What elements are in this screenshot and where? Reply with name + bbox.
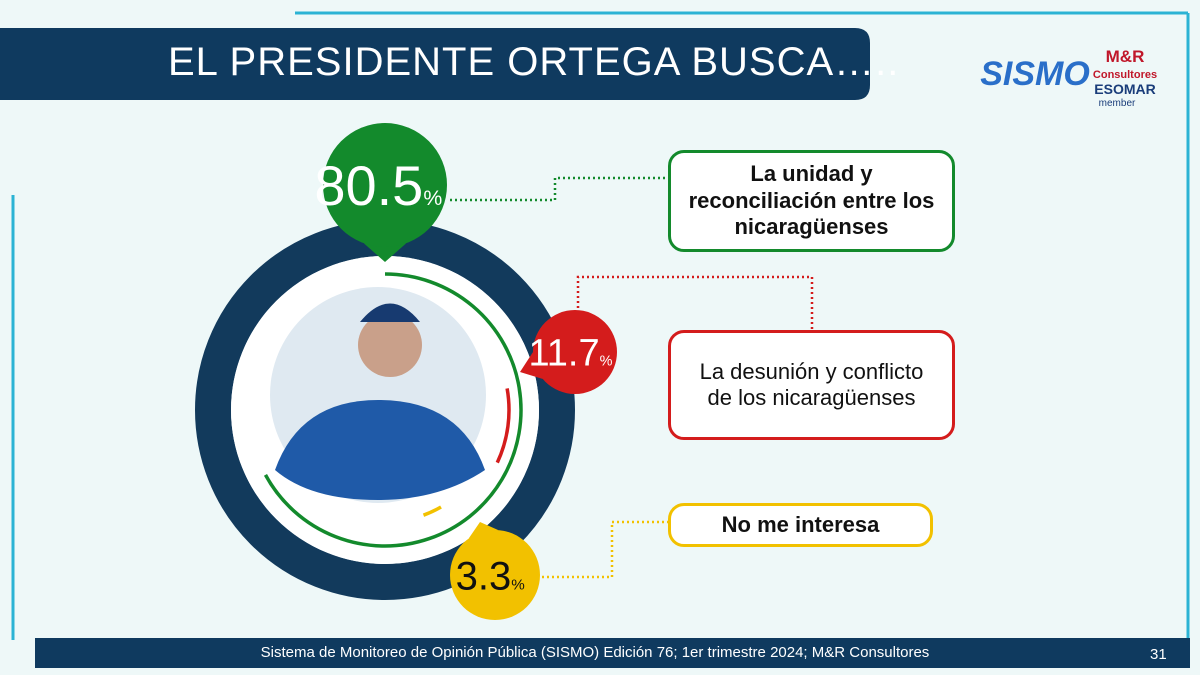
value-unit: %	[423, 186, 442, 210]
value-arc	[263, 272, 523, 548]
connector	[450, 176, 668, 202]
value-label: 80.5%	[314, 154, 442, 217]
footer-bar	[35, 638, 1190, 668]
footer: Sistema de Monitoreo de Opinión Pública …	[260, 644, 930, 661]
photo-jacket	[275, 400, 485, 500]
value-unit: %	[511, 576, 525, 593]
logo-mr-sub: Consultores	[1093, 69, 1157, 81]
category-box: La unidad y reconciliación entre los nic…	[668, 150, 955, 252]
logo-member: member	[1099, 98, 1136, 109]
value-number: 3.3	[456, 554, 512, 598]
category-box: No me interesa	[668, 503, 933, 547]
bubble-pointer	[363, 243, 407, 262]
value-number: 11.7	[528, 333, 599, 375]
value-label: 3.3%	[456, 554, 525, 598]
value-arc	[422, 505, 442, 517]
logo-sismo: SISMO	[980, 55, 1090, 93]
bubble	[450, 530, 540, 620]
value-label: 11.7%	[528, 333, 612, 375]
page-number: 31	[1150, 646, 1167, 663]
value-arc	[495, 388, 511, 464]
bubble	[323, 123, 447, 247]
value-number: 80.5	[314, 154, 423, 217]
photo-face	[358, 313, 422, 377]
category-box: La desunión y conflicto de los nicaragüe…	[668, 330, 955, 440]
value-unit: %	[600, 354, 613, 370]
bubble	[533, 310, 617, 394]
logo-mr: M&R	[1106, 47, 1145, 66]
title: EL PRESIDENTE ORTEGA BUSCA…..	[168, 40, 900, 84]
connector	[542, 520, 668, 579]
bubble-pointer	[520, 351, 543, 380]
title-bar	[0, 28, 870, 100]
photo-cap	[360, 303, 420, 322]
connector	[576, 275, 814, 330]
logo-esomar: ESOMAR	[1094, 81, 1155, 97]
